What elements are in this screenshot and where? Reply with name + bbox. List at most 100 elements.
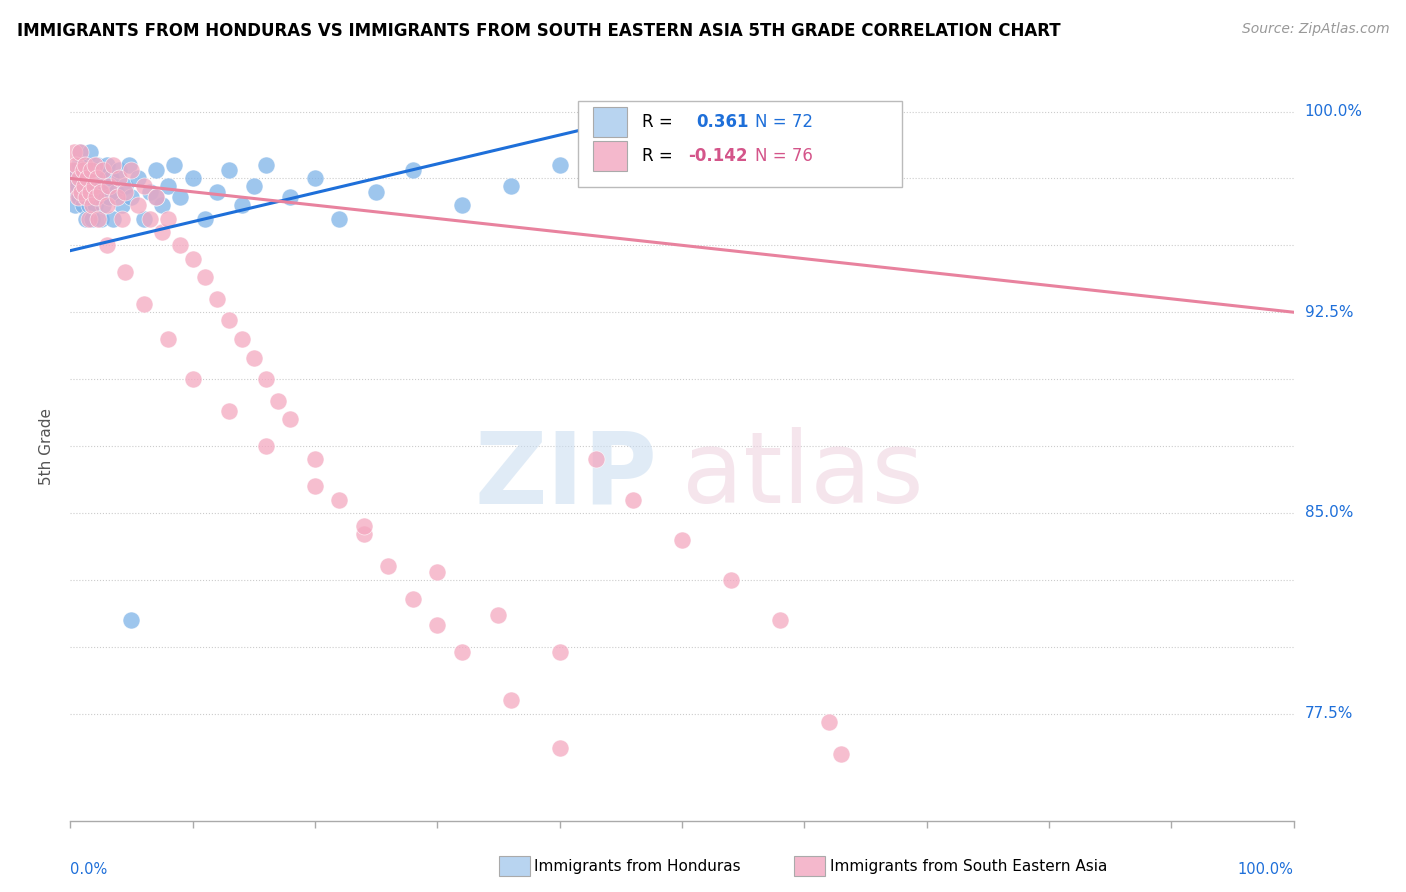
Point xyxy=(218,163,240,178)
Point xyxy=(67,158,90,172)
FancyBboxPatch shape xyxy=(592,141,627,171)
Point xyxy=(66,190,89,204)
Text: N = 76: N = 76 xyxy=(755,147,813,165)
Point xyxy=(69,145,91,159)
Point xyxy=(69,171,91,186)
Point xyxy=(121,190,143,204)
Point xyxy=(75,190,97,204)
FancyBboxPatch shape xyxy=(592,106,627,136)
Point xyxy=(111,211,134,226)
Point xyxy=(77,211,100,226)
Point xyxy=(98,190,121,204)
Point xyxy=(67,190,90,204)
Point xyxy=(817,714,839,729)
Point xyxy=(254,439,277,453)
Point xyxy=(218,313,240,327)
Point xyxy=(304,452,326,467)
Point xyxy=(108,163,131,178)
Point xyxy=(86,171,108,186)
Point xyxy=(86,158,108,172)
Point xyxy=(402,591,425,606)
Point xyxy=(280,412,302,426)
Point xyxy=(121,163,143,178)
Text: R =: R = xyxy=(641,112,678,130)
Point xyxy=(218,404,240,418)
Point xyxy=(499,179,522,194)
Point xyxy=(194,270,217,285)
Text: Source: ZipAtlas.com: Source: ZipAtlas.com xyxy=(1241,22,1389,37)
Point xyxy=(75,171,97,186)
Text: R =: R = xyxy=(641,147,678,165)
Point xyxy=(70,185,93,199)
Point xyxy=(127,171,149,186)
Point xyxy=(181,171,204,186)
Y-axis label: 5th Grade: 5th Grade xyxy=(39,408,55,484)
Point xyxy=(91,163,114,178)
Point xyxy=(65,158,87,172)
Point xyxy=(132,211,155,226)
Point xyxy=(830,747,852,761)
Point xyxy=(328,492,350,507)
Point xyxy=(87,190,110,204)
Point xyxy=(73,190,96,204)
Point xyxy=(67,171,90,186)
Text: N = 72: N = 72 xyxy=(755,112,813,130)
Point xyxy=(70,185,93,199)
Point xyxy=(769,613,792,627)
Point xyxy=(548,158,571,172)
Point xyxy=(450,645,472,659)
Point xyxy=(79,145,101,159)
Point xyxy=(105,190,128,204)
Text: ZIP: ZIP xyxy=(475,427,658,524)
Point xyxy=(114,185,136,199)
Point xyxy=(114,179,136,194)
Point xyxy=(82,198,104,212)
Point xyxy=(499,693,522,707)
Point xyxy=(96,198,118,212)
Point xyxy=(79,179,101,194)
Point xyxy=(91,198,114,212)
Point xyxy=(65,163,87,178)
Point xyxy=(132,179,155,194)
Text: 0.361: 0.361 xyxy=(696,112,749,130)
Point xyxy=(100,171,122,186)
Point xyxy=(194,211,217,226)
Point xyxy=(139,211,162,226)
Point xyxy=(83,163,105,178)
Point xyxy=(169,190,191,204)
Point xyxy=(127,198,149,212)
Text: IMMIGRANTS FROM HONDURAS VS IMMIGRANTS FROM SOUTH EASTERN ASIA 5TH GRADE CORRELA: IMMIGRANTS FROM HONDURAS VS IMMIGRANTS F… xyxy=(17,22,1060,40)
Point xyxy=(62,163,84,178)
Text: 0.0%: 0.0% xyxy=(70,862,107,877)
Point xyxy=(101,211,124,226)
Point xyxy=(76,185,98,199)
Point xyxy=(76,171,98,186)
Point xyxy=(231,332,253,346)
Point xyxy=(402,163,425,178)
Point xyxy=(621,492,644,507)
Point xyxy=(62,185,84,199)
Point xyxy=(353,527,375,541)
Point xyxy=(205,185,228,199)
Point xyxy=(84,190,107,204)
Point xyxy=(426,618,449,632)
Point xyxy=(75,211,97,226)
Point xyxy=(96,158,118,172)
Point xyxy=(66,179,89,194)
Point xyxy=(80,163,103,178)
Text: Immigrants from South Eastern Asia: Immigrants from South Eastern Asia xyxy=(830,859,1107,873)
Point xyxy=(80,190,103,204)
Point xyxy=(72,198,94,212)
Point xyxy=(280,190,302,204)
Point xyxy=(111,198,134,212)
Point xyxy=(82,171,104,186)
Point xyxy=(63,179,86,194)
Point xyxy=(98,179,121,194)
Point xyxy=(366,185,388,199)
Point xyxy=(83,198,105,212)
FancyBboxPatch shape xyxy=(578,102,903,187)
Point xyxy=(96,238,118,252)
Text: 100.0%: 100.0% xyxy=(1305,104,1362,119)
Point xyxy=(63,145,86,159)
Point xyxy=(90,185,112,199)
